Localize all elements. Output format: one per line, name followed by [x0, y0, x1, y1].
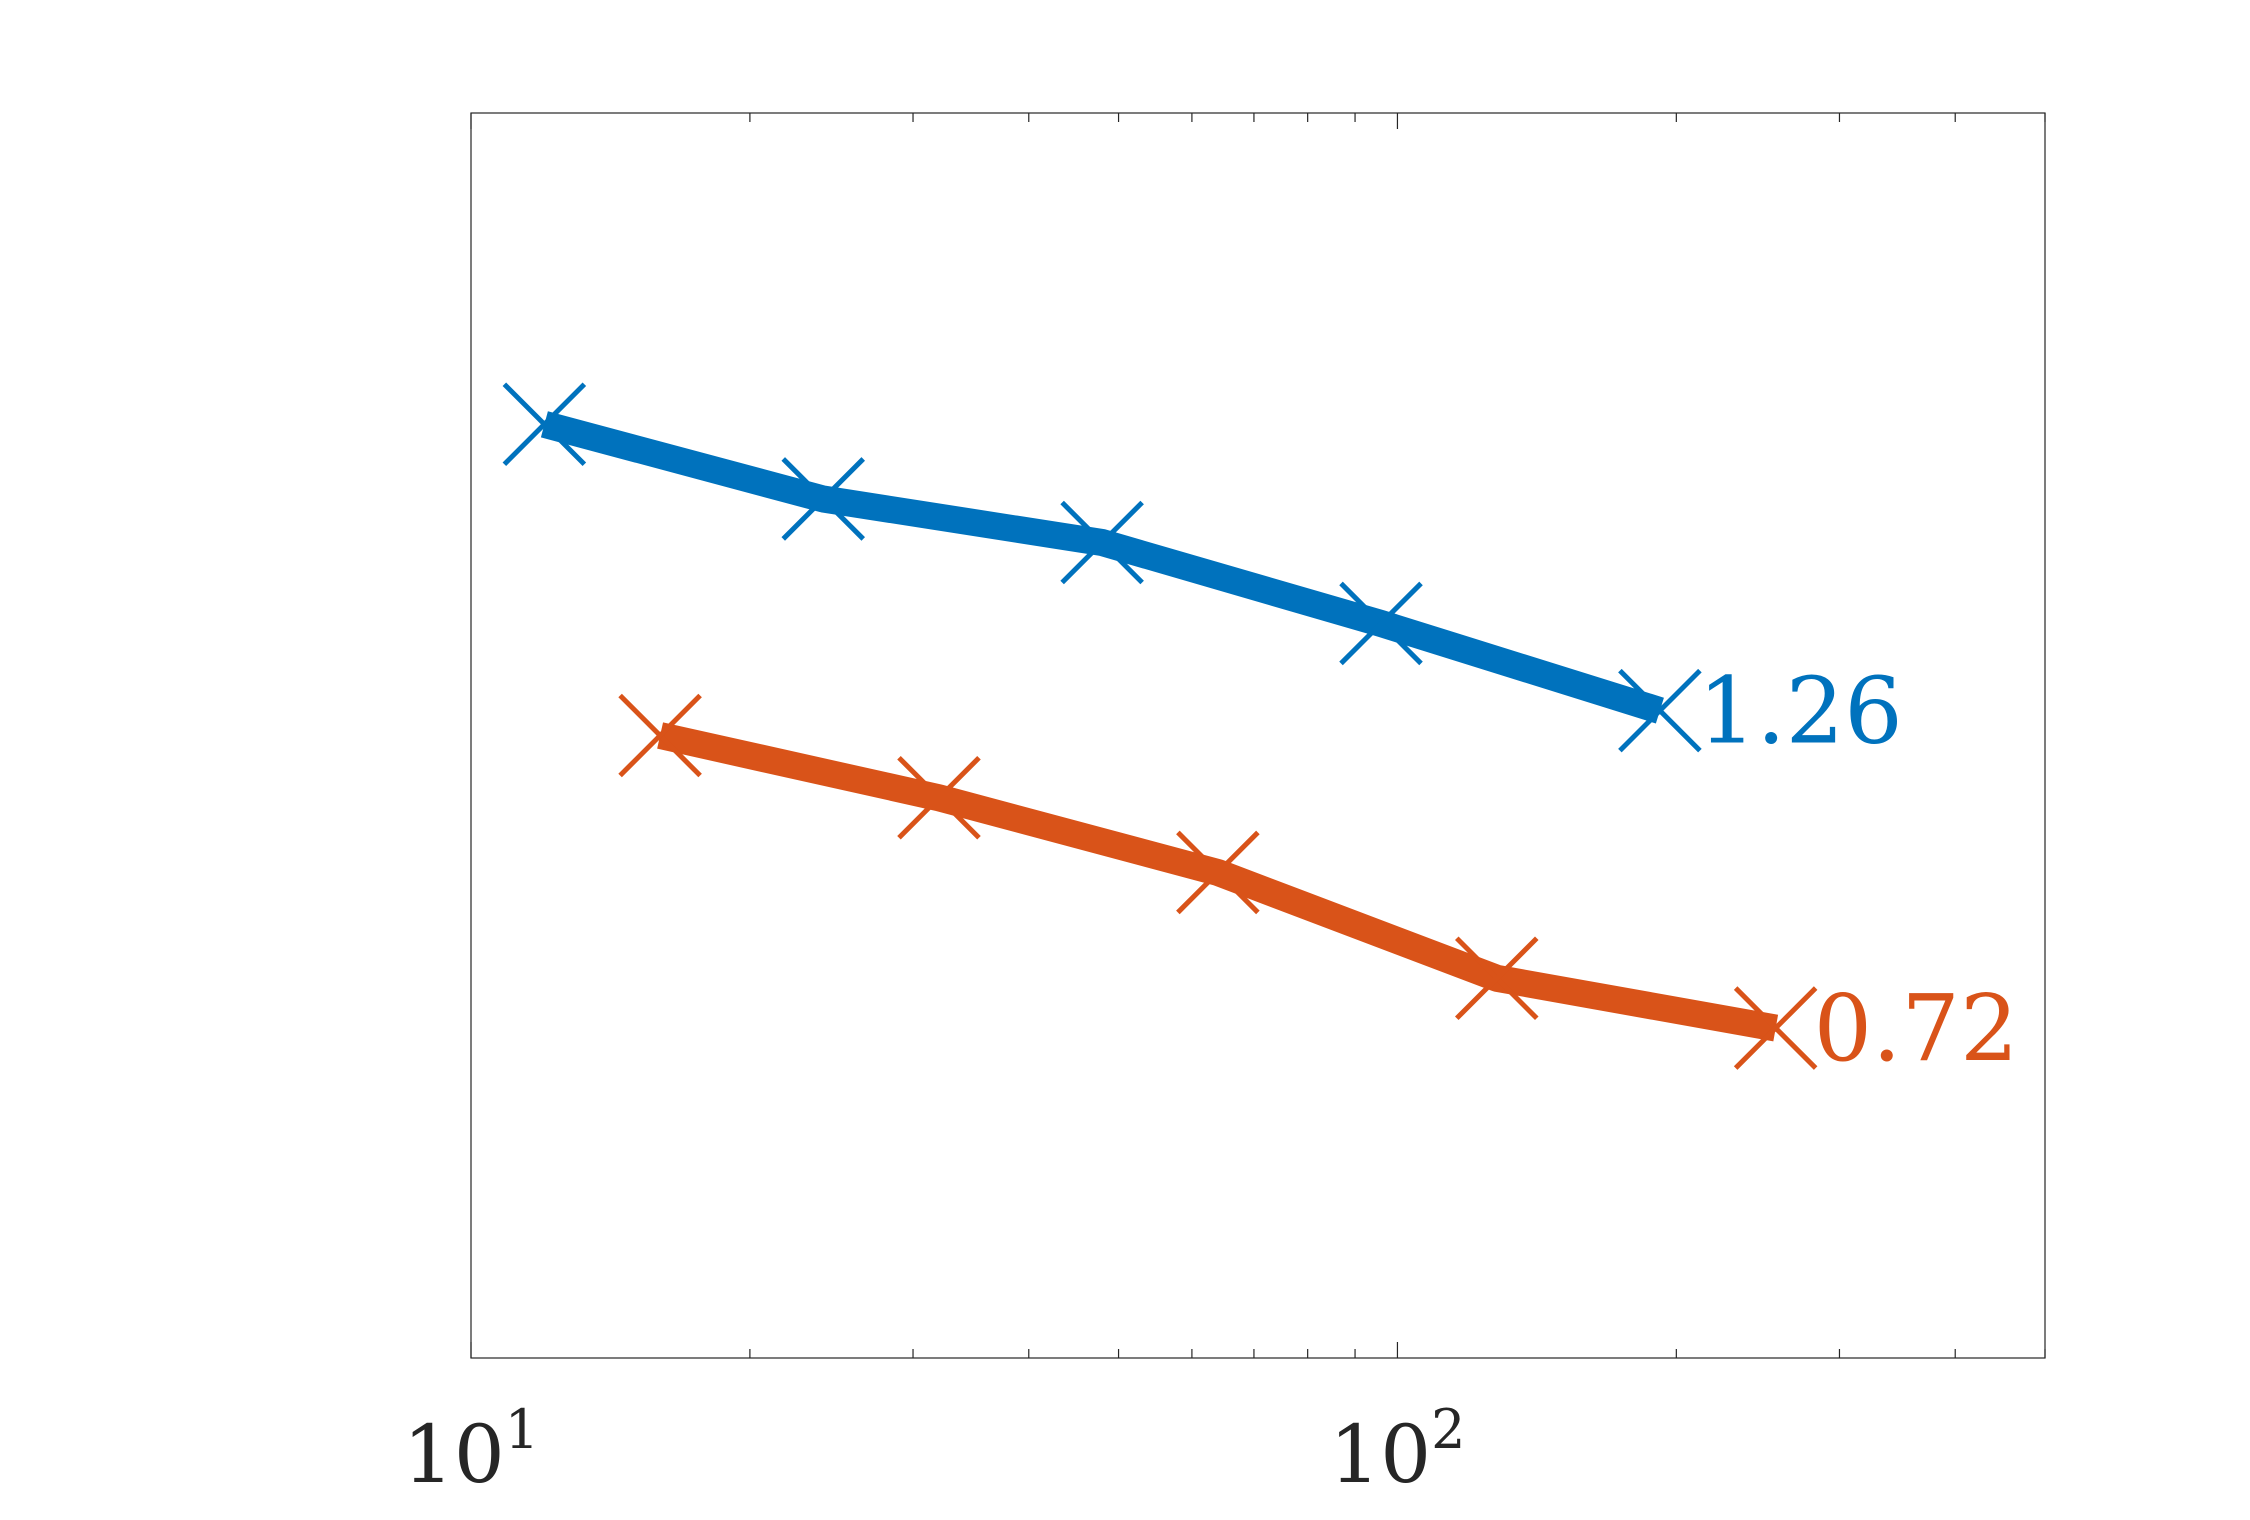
marker-stroke [618, 693, 702, 778]
x-axis-ticks [470, 113, 2046, 1358]
series-1: 1.26 [502, 382, 1903, 765]
series-2: 0.72 [618, 693, 2019, 1082]
series-2-end-label: 0.72 [1814, 975, 2019, 1082]
series-2-point-marker [618, 693, 702, 778]
x-tick-label: 102 [1329, 1398, 1465, 1501]
marker-stroke [1454, 936, 1539, 1021]
marker-stroke [1618, 668, 1702, 753]
marker-stroke [781, 457, 866, 541]
x-axis-tick-labels: 101 102 [403, 1398, 1466, 1501]
series-layer: 1.26 0.72 [502, 382, 2019, 1082]
marker-stroke [1176, 830, 1260, 915]
series-2-point-marker [1176, 830, 1260, 915]
x-tick-label-exponent: 1 [505, 1398, 539, 1461]
series-2-point-marker [1733, 986, 1818, 1070]
marker-stroke [1060, 500, 1144, 585]
series-1-point-marker [1060, 500, 1144, 585]
marker-stroke [1339, 581, 1423, 666]
x-tick-label-base: 10 [403, 1408, 505, 1501]
series-1-end-label: 1.26 [1698, 658, 1903, 765]
series-2-point-marker [897, 755, 981, 840]
x-tick-label: 101 [403, 1398, 539, 1501]
x-tick-label-base: 10 [1329, 1408, 1431, 1501]
marker-stroke [1733, 986, 1818, 1070]
marker-stroke [502, 382, 587, 467]
series-1-point-marker [1618, 668, 1702, 753]
marker-stroke [897, 755, 981, 840]
x-tick-label-exponent: 2 [1431, 1398, 1465, 1461]
series-1-point-marker [781, 457, 866, 541]
plot-area-frame [470, 112, 2046, 1359]
series-2-point-marker [1454, 936, 1539, 1021]
series-1-point-marker [502, 382, 587, 467]
series-1-point-marker [1339, 581, 1423, 666]
